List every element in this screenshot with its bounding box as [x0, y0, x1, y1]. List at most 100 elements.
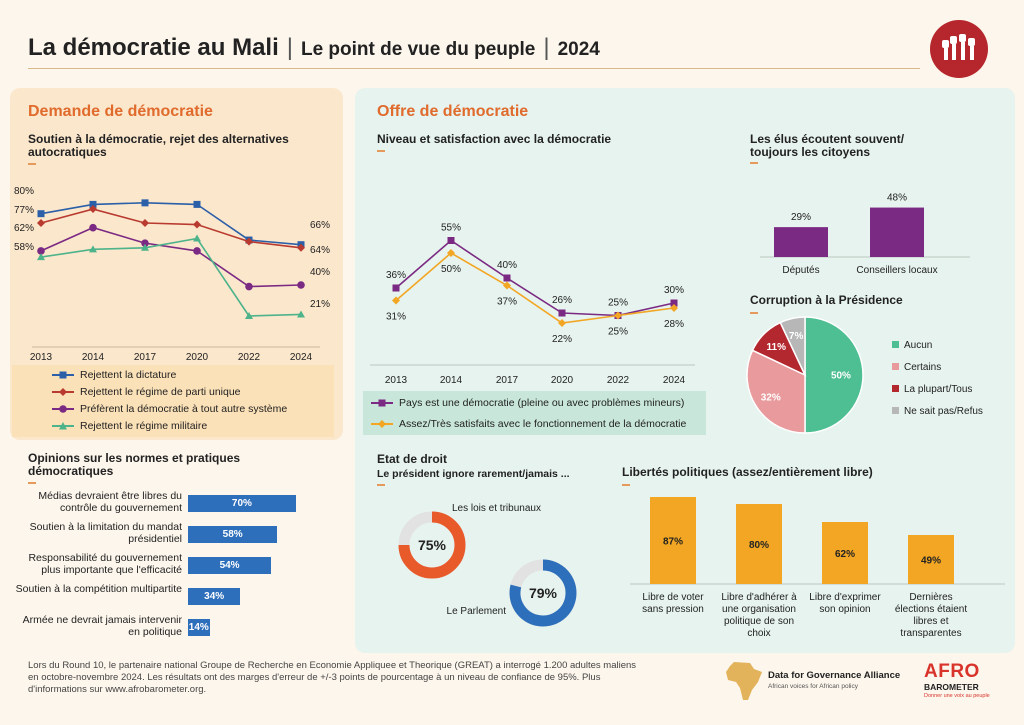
data-label: 62%	[835, 549, 855, 560]
series-start-label: 58%	[14, 242, 34, 253]
series-line	[395, 239, 675, 317]
norms-category-label: Armée ne devrait jamais intervenir en po…	[22, 614, 182, 638]
norms-bar-chart: Médias devraient être libres du contrôle…	[10, 488, 340, 648]
data-point	[37, 247, 45, 255]
data-point	[37, 210, 45, 218]
x-tick-label: 2017	[134, 352, 157, 363]
norms-category-label: Soutien à la compétition multipartite	[15, 583, 182, 595]
legend-marker-triangle-icon	[52, 421, 74, 431]
legend-label: Certains	[904, 362, 941, 373]
data-label: 48%	[887, 193, 907, 204]
data-point	[141, 199, 149, 207]
series-line	[395, 252, 675, 324]
afrobarometer-logo-line1: AFRO	[924, 661, 980, 682]
title-separator: |	[286, 34, 293, 61]
data-label: 26%	[552, 295, 572, 306]
title-separator: |	[543, 34, 550, 61]
data-point	[503, 274, 511, 282]
bar	[736, 504, 782, 584]
norms-category-label: Soutien à la limitation du mandat présid…	[29, 521, 182, 545]
data-point	[297, 281, 305, 289]
legend-marker-circle-icon	[52, 404, 74, 414]
supply-section-title: Offre de démocratie	[377, 103, 529, 120]
pie-slice	[804, 316, 864, 434]
legend-marker-diamond-icon	[52, 387, 74, 397]
category-label-line: sans pression	[642, 604, 704, 615]
category-label: Conseillers locaux	[856, 265, 937, 276]
data-point	[37, 253, 45, 261]
data-point	[193, 234, 201, 242]
category-label: Libre d'adhérer à une organisation politiq…	[721, 592, 797, 639]
corruption-pie-chart: 50% 32% 11%7% Aucun Certains La plupart/Tous…	[746, 316, 983, 434]
data-label: 80%	[749, 540, 769, 551]
data-point	[193, 200, 201, 208]
norms-row: Soutien à la limitation du mandat présid…	[10, 521, 340, 551]
series-end-label: 21%	[310, 299, 330, 310]
bar	[870, 207, 924, 257]
data-point	[447, 237, 455, 244]
legend-swatch	[892, 363, 899, 370]
series-start-label: 77%	[14, 205, 34, 216]
data-point	[392, 284, 400, 292]
data-label: 37%	[497, 297, 517, 308]
category-label: Dernières élections étaient libres et trans…	[895, 592, 967, 639]
demand-section-title: Demande de démocratie	[28, 103, 213, 120]
x-tick-label: 2013	[385, 375, 408, 386]
support-legend: Rejettent la dictature Rejettent le régi…	[12, 365, 334, 437]
footer-note: Lors du Round 10, le partenaire national…	[28, 660, 637, 695]
title-year: 2024	[557, 39, 600, 60]
elus-bar-chart: 29% Députés 48% Conseillers locaux	[760, 193, 970, 276]
title-main: La démocratie au Mali	[28, 34, 279, 61]
legend-marker-square-icon	[52, 370, 74, 380]
bar	[908, 535, 954, 584]
bar	[774, 227, 828, 257]
data-label: 55%	[441, 223, 461, 234]
bar	[650, 497, 696, 584]
data-label: 50%	[441, 264, 461, 275]
data-label: 49%	[921, 556, 941, 567]
libertes-bar-chart: 87% Libre de voter sans pression 80% Libre d…	[630, 497, 1005, 639]
title-dash	[750, 312, 758, 314]
data-label: 31%	[386, 312, 406, 323]
data-point	[37, 219, 45, 227]
norms-bar: 14%	[188, 619, 210, 636]
category-label-line: transparentes	[900, 628, 961, 639]
x-tick-label: 2024	[290, 352, 313, 363]
norms-bar: 70%	[188, 495, 296, 512]
x-tick-label: 2014	[440, 375, 463, 386]
slice-label: 7%	[789, 331, 804, 342]
pie-slice	[746, 349, 806, 434]
x-tick-label: 2022	[607, 375, 630, 386]
title-dash	[750, 162, 758, 164]
series-line	[40, 226, 302, 288]
etat-donuts: 75% Les lois et tribunaux 79% Le Parlement	[398, 503, 577, 627]
slice-label: 50%	[831, 371, 851, 382]
norms-row: Armée ne devrait jamais intervenir en po…	[10, 614, 340, 644]
category-label-line: son opinion	[819, 604, 870, 615]
category-label-line: Libre d'adhérer à	[721, 592, 797, 603]
category-label: Députés	[782, 265, 819, 276]
data-label: 29%	[791, 212, 811, 223]
support-chart-title: Soutien à la démocratie, rejet des alter…	[28, 132, 289, 159]
data-point	[193, 220, 201, 229]
libertes-chart-title: Libertés politiques (assez/entièrement l…	[622, 465, 873, 479]
afrobarometer-logo-line2: BAROMETER	[924, 682, 979, 692]
donut-value: 79%	[529, 585, 558, 601]
norms-row: Médias devraient être libres du contrôle…	[10, 490, 340, 520]
legend-item-militaire: Rejettent le régime militaire	[52, 420, 207, 432]
donut-label: Les lois et tribunaux	[452, 503, 541, 514]
data-point	[670, 299, 678, 307]
category-label-line: politique de son	[724, 616, 794, 627]
president-ignore-title: Le président ignore rarement/jamais ...	[377, 468, 570, 480]
data-point	[245, 282, 253, 291]
data-point	[245, 312, 253, 319]
title-rule	[28, 68, 920, 69]
norms-category-label: Responsabilité du gouvernement plus impo…	[28, 552, 182, 576]
legend-swatch	[892, 385, 899, 392]
support-line-chart: 80% 66% 77% 64% 62% 40% 58% 21% 2013 2014 2017 202…	[14, 186, 330, 363]
legend-label: Assez/Très satisfaits avec le fonctionne…	[399, 418, 687, 430]
data-point	[447, 249, 455, 257]
data-point	[89, 205, 97, 214]
elus-chart-title: Les élus écoutent souvent/ toujours les …	[750, 132, 905, 159]
data-point	[89, 200, 97, 208]
